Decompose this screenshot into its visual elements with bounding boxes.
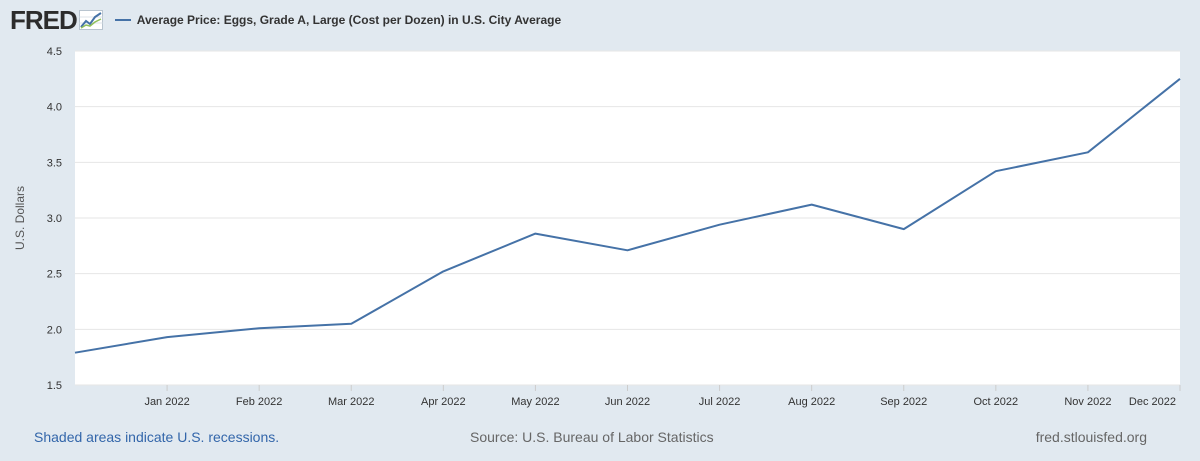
data-point[interactable] [902, 227, 906, 231]
chart-legend: Average Price: Eggs, Grade A, Large (Cos… [114, 13, 562, 27]
data-point[interactable] [441, 269, 445, 273]
series-lines [73, 77, 1182, 355]
x-tick-label: Mar 2022 [328, 396, 374, 408]
y-tick-label: 2.0 [47, 324, 62, 336]
data-point[interactable] [626, 248, 630, 252]
y-tick-label: 3.0 [47, 213, 62, 225]
x-tick-label: Apr 2022 [421, 396, 466, 408]
y-tick-label: 2.5 [47, 269, 62, 281]
data-point[interactable] [533, 232, 537, 236]
x-tick-label: May 2022 [511, 396, 559, 408]
logo-text: FRED [10, 5, 78, 35]
data-point[interactable] [349, 322, 353, 326]
y-tick-labels: 1.5 2.0 2.5 3.0 3.5 4.0 4.5 [47, 46, 62, 392]
x-tick-label: Nov 2022 [1064, 396, 1111, 408]
x-tick-label: Jul 2022 [699, 396, 741, 408]
data-point[interactable] [73, 351, 77, 355]
fred-logo[interactable]: FRED [10, 7, 103, 33]
series-line[interactable] [74, 78, 1181, 354]
data-point[interactable] [257, 326, 261, 330]
legend-label: Average Price: Eggs, Grade A, Large (Cos… [136, 13, 562, 27]
data-point[interactable] [810, 203, 814, 207]
x-tick-label: Aug 2022 [788, 396, 835, 408]
recessions-note-link[interactable]: Shaded areas indicate U.S. recessions. [34, 429, 280, 445]
data-point[interactable] [994, 169, 998, 173]
y-tick-label: 4.0 [47, 102, 62, 114]
y-tick-label: 3.5 [47, 157, 62, 169]
y-tick-label: 4.5 [47, 46, 62, 58]
y-axis-label: U.S. Dollars [13, 186, 27, 250]
x-tick-label: Jun 2022 [605, 396, 650, 408]
data-point[interactable] [165, 335, 169, 339]
data-point[interactable] [718, 223, 722, 227]
x-tick-label: Jan 2022 [144, 396, 189, 408]
x-tick-label: Oct 2022 [974, 396, 1019, 408]
y-tick-label: 1.5 [47, 380, 62, 392]
source-text: Source: U.S. Bureau of Labor Statistics [470, 429, 714, 445]
fred-site-link[interactable]: fred.stlouisfed.org [1035, 429, 1147, 445]
chart-header: FRED Average Price: Eggs, Grade A, Large… [10, 6, 561, 34]
data-point[interactable] [1178, 77, 1182, 81]
x-tick-labels: Jan 2022 Feb 2022 Mar 2022 Apr 2022 May 2022… [144, 385, 1181, 408]
legend-swatch [114, 19, 131, 21]
x-tick-label: Dec 2022 [1129, 396, 1176, 408]
x-tick-label: Sep 2022 [880, 396, 927, 408]
data-point[interactable] [1086, 150, 1090, 154]
fred-graph-icon [78, 10, 103, 30]
x-tick-label: Feb 2022 [236, 396, 282, 408]
